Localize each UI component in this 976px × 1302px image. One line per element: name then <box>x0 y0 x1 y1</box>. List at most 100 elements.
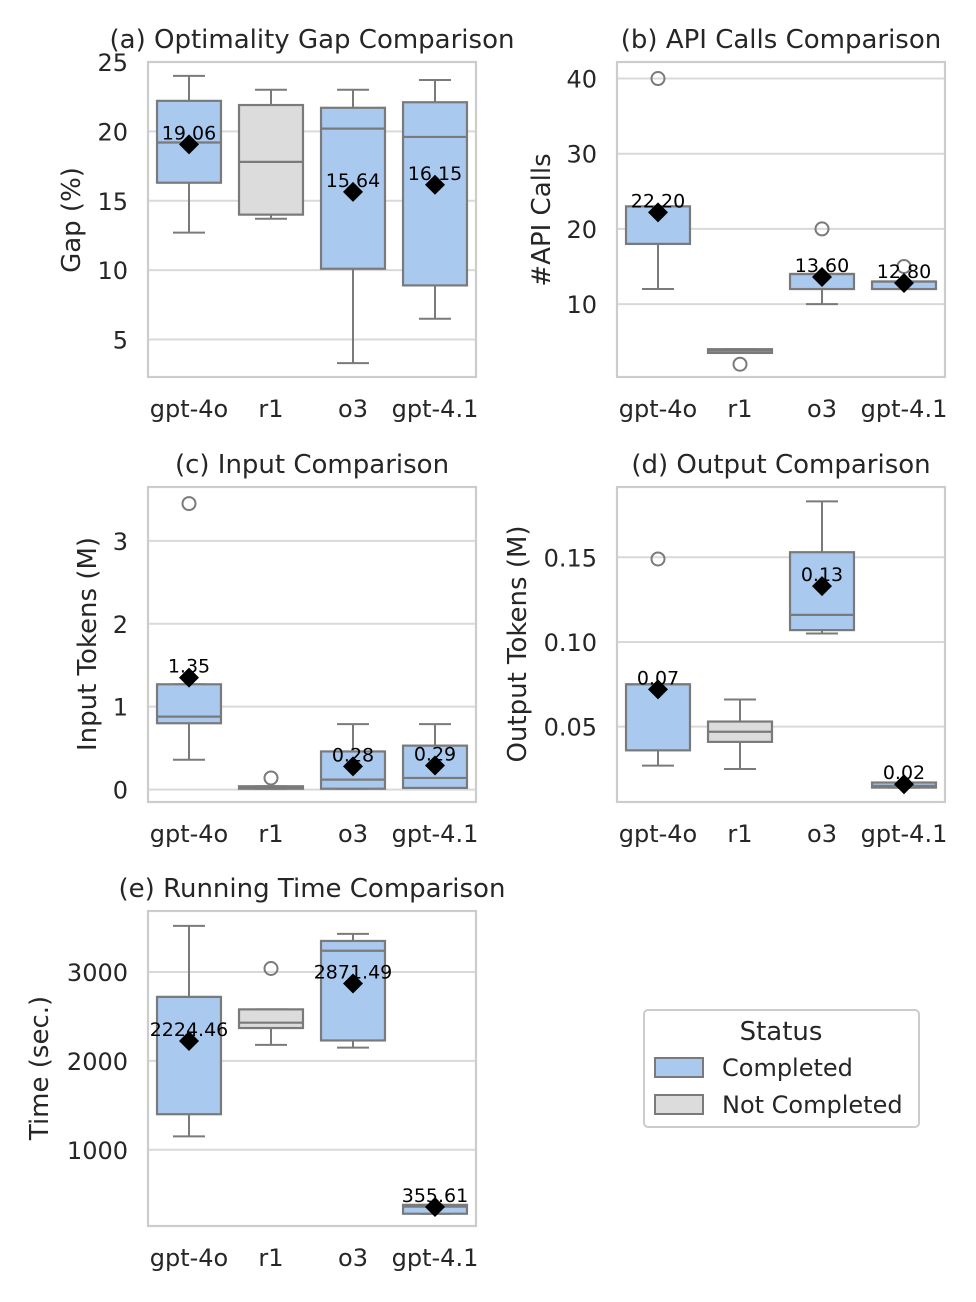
mean-marker <box>894 273 914 294</box>
mean-marker <box>812 576 832 597</box>
x-tick-label: o3 <box>807 395 837 423</box>
legend-swatch-completed <box>654 1057 704 1078</box>
box-o3: 15.64 <box>319 88 387 365</box>
mean-marker <box>179 667 199 688</box>
mean-label: 13.60 <box>795 255 849 277</box>
box-gpt-4.1: 16.15 <box>401 79 469 320</box>
mean-label: 2224.46 <box>150 1019 229 1041</box>
panel-output-tokens: (d) Output Comparison Output Tokens (M) … <box>503 450 947 848</box>
mean-marker <box>343 756 363 777</box>
box-o3: 0.28 <box>319 723 387 790</box>
x-tick-label: o3 <box>338 395 368 423</box>
legend-frame <box>643 1009 920 1128</box>
box-r1 <box>237 770 305 790</box>
box-r1 <box>706 348 774 372</box>
y-axis-label: Input Tokens (M) <box>73 537 103 751</box>
y-tick-label: 1000 <box>67 1137 128 1165</box>
x-tick-label: gpt-4o <box>619 820 698 848</box>
y-tick-label: 10 <box>566 291 597 319</box>
y-tick-label: 3 <box>113 528 128 556</box>
outlier-point <box>650 551 666 567</box>
panel-title: (e) Running Time Comparison <box>119 874 506 904</box>
outlier-point <box>181 496 197 512</box>
y-tick-label: 40 <box>566 66 597 94</box>
y-tick-label: 2 <box>113 611 128 639</box>
mean-label: 2871.49 <box>314 961 393 983</box>
box-gpt-4.1: 0.02 <box>870 762 938 795</box>
y-tick-label: 0.05 <box>544 714 597 742</box>
mean-label: 22.20 <box>631 190 685 212</box>
box-o3: 2871.49 <box>314 932 393 1049</box>
box-gpt-4.1: 12.80 <box>870 258 938 294</box>
x-tick-label: r1 <box>258 395 283 423</box>
y-tick-label: 25 <box>97 49 128 77</box>
panel-optimality-gap: (a) Optimality Gap Comparison Gap (%) 5 1… <box>57 25 514 423</box>
x-tick-label: gpt-4o <box>619 395 698 423</box>
y-tick-label: 20 <box>566 216 597 244</box>
panel-title: (c) Input Comparison <box>175 450 449 480</box>
x-tick-label: gpt-4o <box>150 395 229 423</box>
x-tick-label: r1 <box>258 820 283 848</box>
panel-api-calls: (b) API Calls Comparison #API Calls 10 20… <box>527 25 947 423</box>
y-axis-label: Output Tokens (M) <box>503 525 533 762</box>
x-tick-label: gpt-4.1 <box>392 1244 479 1272</box>
plot-frame <box>615 485 947 804</box>
box-body <box>237 1008 305 1030</box>
mean-label: 16.15 <box>408 163 462 185</box>
plot-frame <box>146 485 478 804</box>
y-axis-label: Gap (%) <box>57 167 87 273</box>
legend-label-not-completed: Not Completed <box>722 1091 903 1119</box>
box-gpt-4o: 1.35 <box>155 496 223 761</box>
legend-label-completed: Completed <box>722 1054 853 1082</box>
box-o3: 13.60 <box>788 221 856 306</box>
box-body <box>155 995 223 1116</box>
mean-marker <box>894 774 914 795</box>
mean-marker <box>648 202 668 223</box>
mean-label: 1.35 <box>168 656 210 678</box>
y-tick-label: 0.10 <box>544 629 597 657</box>
plot-frame <box>615 60 947 379</box>
panel-title: (b) API Calls Comparison <box>621 25 941 55</box>
mean-label: 0.13 <box>801 564 843 586</box>
y-tick-label: 3000 <box>67 959 128 987</box>
outlier-point <box>896 258 912 274</box>
y-axis-label: #API Calls <box>527 153 557 286</box>
box-gpt-4o: 19.06 <box>155 74 223 234</box>
x-tick-label: o3 <box>338 820 368 848</box>
box-gpt-4o: 22.20 <box>624 71 692 291</box>
outlier-point <box>650 71 666 87</box>
outlier-point <box>263 770 279 786</box>
x-tick-label: gpt-4o <box>150 820 229 848</box>
x-tick-label: gpt-4.1 <box>392 395 479 423</box>
mean-marker <box>812 267 832 288</box>
mean-label: 0.28 <box>332 744 374 766</box>
mean-marker <box>425 1197 445 1218</box>
legend: Status Completed Not Completed <box>643 1009 920 1128</box>
box-body <box>401 744 469 790</box>
x-tick-label: o3 <box>338 1244 368 1272</box>
outlier-point <box>732 356 748 372</box>
box-r1 <box>706 698 774 770</box>
y-tick-label: 2000 <box>67 1048 128 1076</box>
plot-frame <box>146 60 478 379</box>
x-tick-label: r1 <box>258 1244 283 1272</box>
x-tick-label: gpt-4.1 <box>861 395 948 423</box>
mean-label: 15.64 <box>326 170 380 192</box>
y-axis-label: Time (sec.) <box>25 996 55 1141</box>
mean-marker <box>343 973 363 994</box>
outlier-point <box>263 960 279 976</box>
panel-title: (d) Output Comparison <box>631 450 930 480</box>
y-tick-label: 10 <box>97 257 128 285</box>
box-r1 <box>237 88 305 220</box>
x-tick-label: gpt-4o <box>150 1244 229 1272</box>
box-gpt-4.1: 355.61 <box>402 1185 468 1218</box>
box-gpt-4o: 2224.46 <box>150 924 229 1138</box>
y-tick-label: 20 <box>97 118 128 146</box>
mean-label: 355.61 <box>402 1185 468 1207</box>
mean-label: 0.29 <box>414 744 456 766</box>
y-tick-label: 15 <box>97 188 128 216</box>
legend-swatch-not-completed <box>654 1094 704 1115</box>
box-body <box>237 103 305 216</box>
x-tick-label: o3 <box>807 820 837 848</box>
mean-marker <box>179 1030 199 1051</box>
